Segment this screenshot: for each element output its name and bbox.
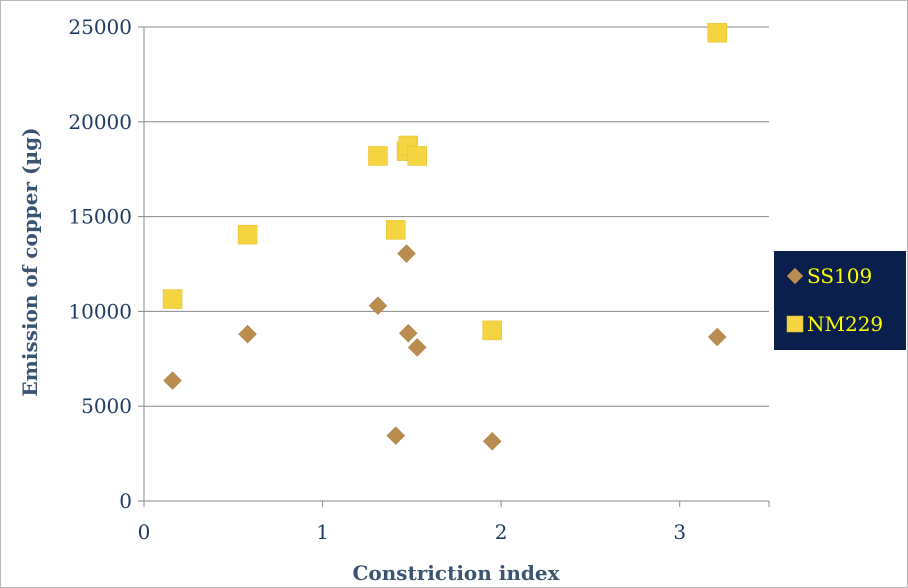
y-tick-labels: 0 5000 10000 15000 20000 25000	[68, 15, 132, 513]
y-tick-label: 5000	[81, 394, 132, 418]
x-tick-label: 2	[495, 520, 508, 544]
y-tick-label: 20000	[68, 110, 132, 134]
y-tick-label: 10000	[68, 299, 132, 323]
gridlines	[138, 26, 770, 507]
x-tick-label: 3	[673, 520, 686, 544]
legend: SS109 NM229	[774, 251, 906, 350]
ss109-point	[368, 296, 388, 316]
nm229-point	[482, 320, 502, 341]
x-tick-label: 0	[138, 520, 151, 544]
ss109-point	[397, 244, 416, 263]
nm229-point	[407, 146, 427, 166]
nm229-point	[237, 224, 258, 245]
y-tick-label: 15000	[68, 205, 132, 229]
ss109-point	[482, 431, 502, 451]
nm229-point	[707, 22, 727, 43]
ss109-point	[407, 338, 427, 357]
x-axis-title: Constriction index	[352, 561, 560, 585]
legend-marker-ss109	[786, 267, 804, 285]
nm229-point	[368, 146, 388, 166]
data-points	[162, 22, 727, 451]
ss109-point	[398, 323, 418, 343]
y-axis-title: Emission of copper (µg)	[18, 127, 42, 396]
ss109-point	[707, 327, 727, 347]
y-tick-label: 0	[119, 489, 132, 513]
ss109-point	[163, 371, 182, 390]
legend-label-nm229: NM229	[807, 312, 883, 336]
legend-label-ss109: SS109	[807, 264, 872, 288]
x-tick-labels: 0 1 2 3	[138, 520, 686, 544]
legend-marker-nm229	[786, 315, 804, 333]
x-tick-label: 1	[316, 520, 329, 544]
nm229-point	[162, 289, 183, 309]
ss109-point	[386, 426, 406, 445]
nm229-point	[386, 220, 406, 240]
ss109-point	[238, 324, 257, 344]
legend-box	[774, 251, 906, 350]
y-tick-label: 25000	[68, 15, 132, 39]
